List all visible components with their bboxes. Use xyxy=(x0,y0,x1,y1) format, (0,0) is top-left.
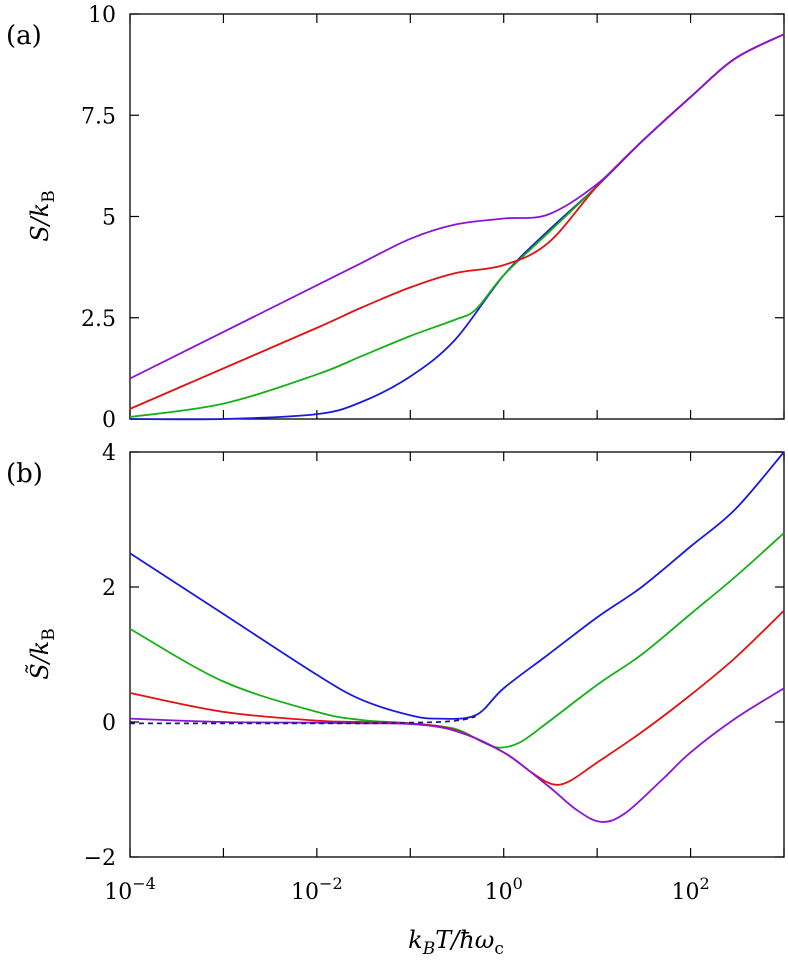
x-axis-label: kBT/ħωc xyxy=(408,926,504,959)
series-line-1 xyxy=(129,451,785,720)
ticks-b: −2 0 2 4 10−4 10−2 100 102 xyxy=(84,441,785,905)
y-tick-label: 2 xyxy=(102,576,116,601)
x-tick-label: 100 xyxy=(485,874,523,905)
series-line-3 xyxy=(129,609,785,786)
y-tick-label: 0 xyxy=(102,408,116,433)
panel-label-a: (a) xyxy=(6,21,42,51)
x-tick-label: 10−2 xyxy=(291,874,343,905)
y-tick-label: 10 xyxy=(88,3,116,28)
ticks-a: 0 2.5 5 7.5 10 xyxy=(81,3,785,433)
curves-a xyxy=(129,33,785,421)
series-line-2 xyxy=(129,33,785,418)
x-tick-label: 10−4 xyxy=(104,874,156,905)
plot-frame-b xyxy=(129,451,785,858)
y-tick-label: 7.5 xyxy=(81,104,116,129)
series-line-4 xyxy=(129,33,785,380)
series-line-5 xyxy=(129,715,476,725)
panel-a: (a) 0 2.5 5 7.5 10 S/kB xyxy=(6,3,785,433)
series-line-3 xyxy=(129,33,785,410)
y-tick-label: −2 xyxy=(84,846,116,871)
curves-b xyxy=(129,451,785,823)
y-tick-label: 4 xyxy=(102,441,116,466)
series-line-1 xyxy=(129,33,785,421)
y-tick-label: 0 xyxy=(102,711,116,736)
y-tick-label: 2.5 xyxy=(81,307,116,332)
y-axis-label-a: S/kB xyxy=(26,190,59,242)
y-tick-label: 5 xyxy=(102,206,116,231)
plot-frame-a xyxy=(129,13,785,420)
y-axis-label-b: S̃/kB xyxy=(26,628,59,680)
series-line-4 xyxy=(129,687,785,823)
panel-label-b: (b) xyxy=(6,459,43,489)
x-tick-label: 102 xyxy=(671,874,709,905)
panel-b: (b) −2 0 2 4 10−4 10−2 100 102 S̃/kB kBT/ħωc xyxy=(6,441,785,959)
series-line-2 xyxy=(129,532,785,749)
